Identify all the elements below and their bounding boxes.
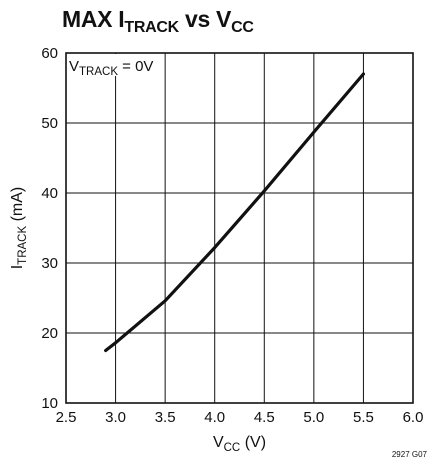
figure-code: 2927 G07 xyxy=(392,450,428,459)
x-axis-ticks: 2.5 3.0 3.5 4.0 4.5 5.0 5.5 6.0 xyxy=(56,409,424,426)
y-tick-label: 60 xyxy=(41,45,58,62)
x-tick-label: 5.5 xyxy=(353,409,374,426)
x-axis-label: VCC (V) xyxy=(213,434,266,454)
y-axis-label: ITRACK (mA) xyxy=(9,187,29,270)
x-tick-label: 2.5 xyxy=(56,409,77,426)
x-tick-label: 3.0 xyxy=(105,409,126,426)
plot-frame xyxy=(65,52,414,404)
y-tick-label: 30 xyxy=(41,255,58,272)
y-tick-label: 50 xyxy=(41,115,58,132)
grid-lines xyxy=(66,53,413,403)
x-tick-label: 6.0 xyxy=(403,409,424,426)
annotation-label: VTRACK = 0V xyxy=(69,58,153,78)
x-tick-label: 4.0 xyxy=(204,409,225,426)
y-tick-label: 20 xyxy=(41,325,58,342)
x-tick-label: 3.5 xyxy=(155,409,176,426)
y-tick-label: 40 xyxy=(41,185,58,202)
series-line xyxy=(104,72,366,353)
y-tick-label: 10 xyxy=(41,395,58,412)
annotation-background xyxy=(67,54,152,76)
x-tick-label: 5.0 xyxy=(303,409,324,426)
y-axis-ticks: 10 20 30 40 50 60 xyxy=(41,45,58,412)
x-tick-label: 4.5 xyxy=(254,409,275,426)
chart-title: MAX ITRACK vs VCC xyxy=(62,6,254,36)
